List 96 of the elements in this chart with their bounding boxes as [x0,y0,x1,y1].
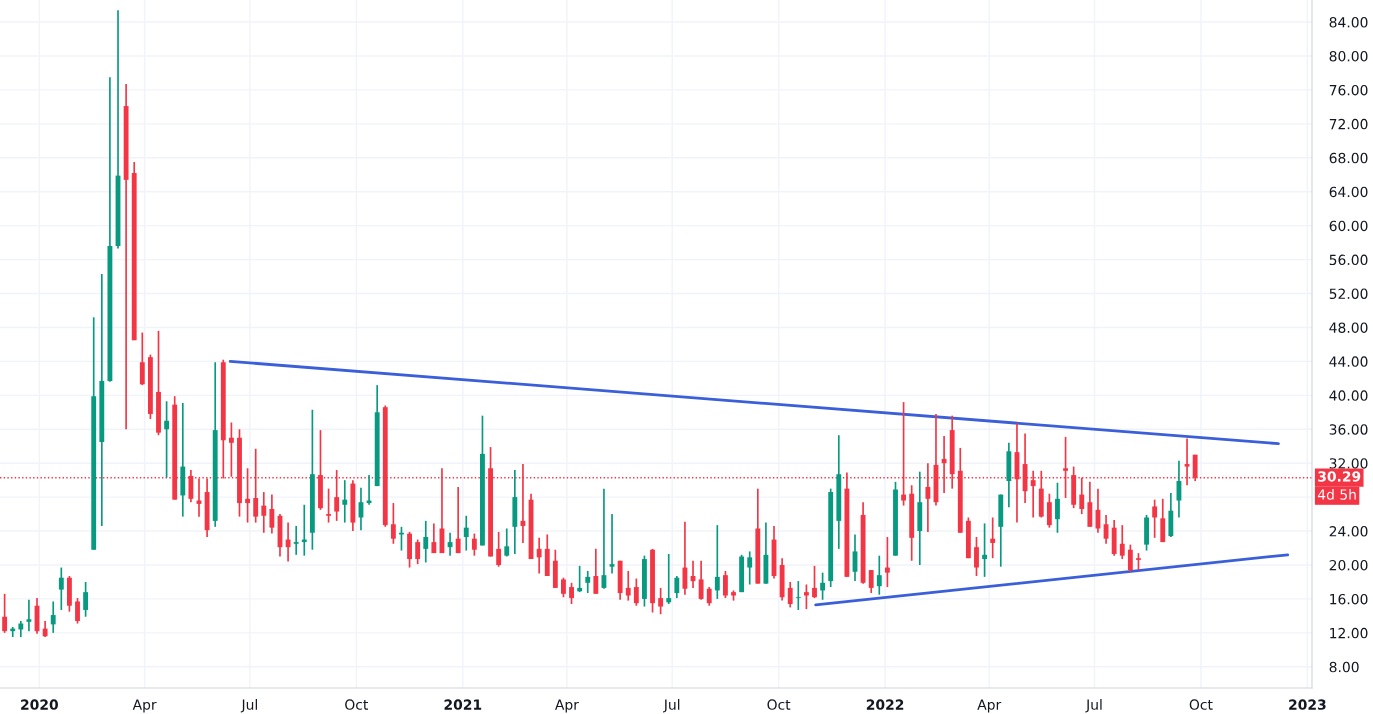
candlestick [982,522,988,578]
candlestick [536,537,542,575]
x-tick-label: Jul [663,699,680,713]
text: 4d 5h [1317,489,1356,500]
candlestick [75,597,80,625]
y-tick-label: 44.00 [1329,356,1368,367]
candlestick [471,532,477,557]
candlestick [83,581,89,618]
candlestick [455,486,461,554]
candlestick [342,479,348,524]
y-tick-label: 32.00 [1329,458,1368,469]
candlestick [1160,497,1166,543]
candlestick [496,531,502,568]
candlestick [1046,492,1052,529]
y-tick-label: 68.00 [1329,152,1368,164]
candlestick [698,559,704,601]
ref-line-label: 30.29 [1318,471,1361,482]
candlestick [2,592,8,634]
x-tick-label: 2020 [21,699,58,710]
x-tick-label: 2021 [444,699,482,710]
candlestick [585,570,591,594]
candlestick [658,587,664,616]
candlestick [139,331,145,386]
x-tick-label: Apr [555,699,579,713]
candlestick [415,538,421,565]
candlestick [164,400,170,479]
y-tick-label: 20.00 [1329,559,1368,571]
candlestick [569,581,574,605]
candlestick [787,581,793,609]
candlestick [974,536,979,577]
candlestick [884,536,890,588]
candlestick [714,524,720,600]
x-tick-label: Oct [345,699,369,710]
y-tick-label: 24.00 [1329,526,1368,537]
candlestick [269,493,275,535]
y-tick-label: 48.00 [1329,322,1368,333]
candlestick [58,566,64,611]
candlestick [245,467,251,524]
x-tick-label: Apr [977,699,1002,713]
x-tick-label: Oct [767,699,791,710]
candlestick [820,571,826,601]
candlestick [609,513,615,575]
x-tick-label: Apr [132,699,157,713]
candlestick [674,575,680,599]
candlestick [868,569,874,594]
x-tick-label: Jul [240,699,257,713]
x-tick-label: 2023 [1289,699,1326,710]
candlestick [261,491,267,534]
candlestick [990,516,996,560]
candlestick [795,580,801,611]
y-tick-label: 56.00 [1329,254,1368,266]
y-tick-label: 72.00 [1329,118,1368,130]
y-tick-label: 84.00 [1329,17,1368,28]
y-tick-label: 80.00 [1329,50,1368,62]
candlestick [504,527,510,558]
y-tick-label: 76.00 [1329,84,1368,96]
y-tick-label: 36.00 [1329,424,1368,435]
candlestick [390,502,396,545]
y-tick-label: 16.00 [1330,593,1368,605]
candlestick [1055,481,1060,534]
candlestick [925,462,931,533]
candlestick [876,554,882,596]
candlestick [682,520,688,596]
y-tick-label: 60.00 [1329,220,1368,232]
x-tick-label: 2022 [866,699,904,710]
y-tick-label: 64.00 [1329,186,1368,198]
candlestick [431,522,437,554]
candlestick [803,583,809,610]
candlestick [423,520,429,564]
candlestick [285,521,291,563]
candlestick [228,421,234,478]
candlestick [1127,543,1133,573]
candlestick [577,565,583,593]
x-tick-label: Jul [1085,699,1102,713]
y-tick-label: 52.00 [1329,288,1368,299]
candlestick [26,598,32,632]
y-tick-label: 8.00 [1329,661,1359,673]
candlestick [593,548,599,595]
candlestick [747,550,753,586]
y-tick-label: 40.00 [1329,390,1368,401]
candlestick [722,570,728,599]
candlestick [625,570,631,602]
candlestick [1119,524,1125,560]
candlestick [561,576,566,599]
candlestick [1152,498,1158,539]
x-tick-label: Oct [1189,699,1213,710]
candlestick [293,525,299,556]
candlestick [463,514,469,552]
candlestick [50,600,56,634]
candlestick [326,487,332,524]
candlestick [188,469,194,504]
candlestick [633,577,639,607]
candlestick [666,553,672,605]
candlestick [812,565,817,599]
y-tick-label: 12.00 [1330,627,1368,639]
candlestick [706,586,712,607]
